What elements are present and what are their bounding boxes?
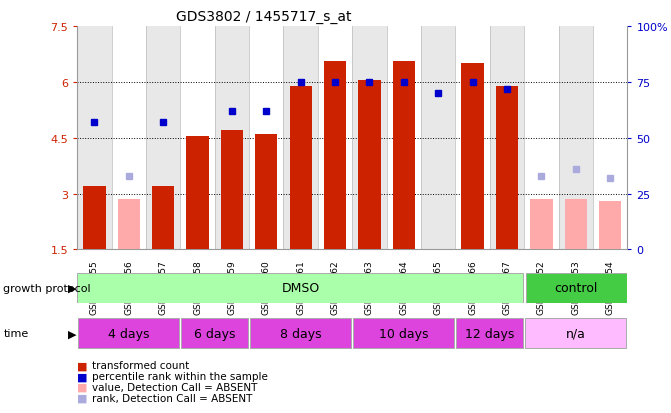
Bar <box>117 200 140 250</box>
Bar <box>255 135 278 250</box>
Bar <box>490 27 524 250</box>
Bar <box>593 27 627 250</box>
Text: control: control <box>554 282 597 294</box>
Text: 10 days: 10 days <box>379 327 429 340</box>
Bar <box>525 319 626 349</box>
Text: ■: ■ <box>77 371 88 381</box>
Bar <box>564 200 587 250</box>
Bar <box>181 319 248 349</box>
Text: ■: ■ <box>77 382 88 392</box>
Bar <box>250 319 351 349</box>
Bar <box>77 27 111 250</box>
Bar <box>77 273 523 303</box>
Text: 8 days: 8 days <box>280 327 321 340</box>
Bar <box>559 27 593 250</box>
Bar <box>386 27 421 250</box>
Bar <box>221 131 243 250</box>
Bar <box>525 273 627 303</box>
Bar <box>111 27 146 250</box>
Bar <box>152 187 174 250</box>
Bar <box>358 81 380 250</box>
Bar <box>146 27 180 250</box>
Bar <box>324 62 346 250</box>
Bar <box>393 62 415 250</box>
Bar <box>421 27 456 250</box>
Bar <box>187 136 209 250</box>
Text: rank, Detection Call = ABSENT: rank, Detection Call = ABSENT <box>92 393 252 403</box>
Bar <box>79 319 179 349</box>
Text: 12 days: 12 days <box>465 327 515 340</box>
Text: ▶: ▶ <box>68 328 76 339</box>
Bar <box>456 319 523 349</box>
Text: 6 days: 6 days <box>194 327 236 340</box>
Text: ■: ■ <box>77 361 88 370</box>
Text: transformed count: transformed count <box>92 361 189 370</box>
Text: 4 days: 4 days <box>108 327 150 340</box>
Text: growth protocol: growth protocol <box>3 283 91 293</box>
Text: GDS3802 / 1455717_s_at: GDS3802 / 1455717_s_at <box>176 10 352 24</box>
Text: ■: ■ <box>77 393 88 403</box>
Text: DMSO: DMSO <box>282 282 320 294</box>
Bar <box>180 27 215 250</box>
Bar <box>530 200 553 250</box>
Bar <box>599 202 621 250</box>
Text: percentile rank within the sample: percentile rank within the sample <box>92 371 268 381</box>
Bar <box>318 27 352 250</box>
Bar <box>283 27 318 250</box>
Bar <box>289 86 312 250</box>
Bar <box>352 27 386 250</box>
Text: ▶: ▶ <box>68 283 76 293</box>
Text: time: time <box>3 328 29 339</box>
Text: n/a: n/a <box>566 327 586 340</box>
Bar <box>354 319 454 349</box>
Bar <box>496 86 518 250</box>
Bar <box>249 27 283 250</box>
Bar <box>83 187 105 250</box>
Text: value, Detection Call = ABSENT: value, Detection Call = ABSENT <box>92 382 257 392</box>
Bar <box>456 27 490 250</box>
Bar <box>524 27 558 250</box>
Bar <box>215 27 249 250</box>
Bar <box>462 64 484 250</box>
